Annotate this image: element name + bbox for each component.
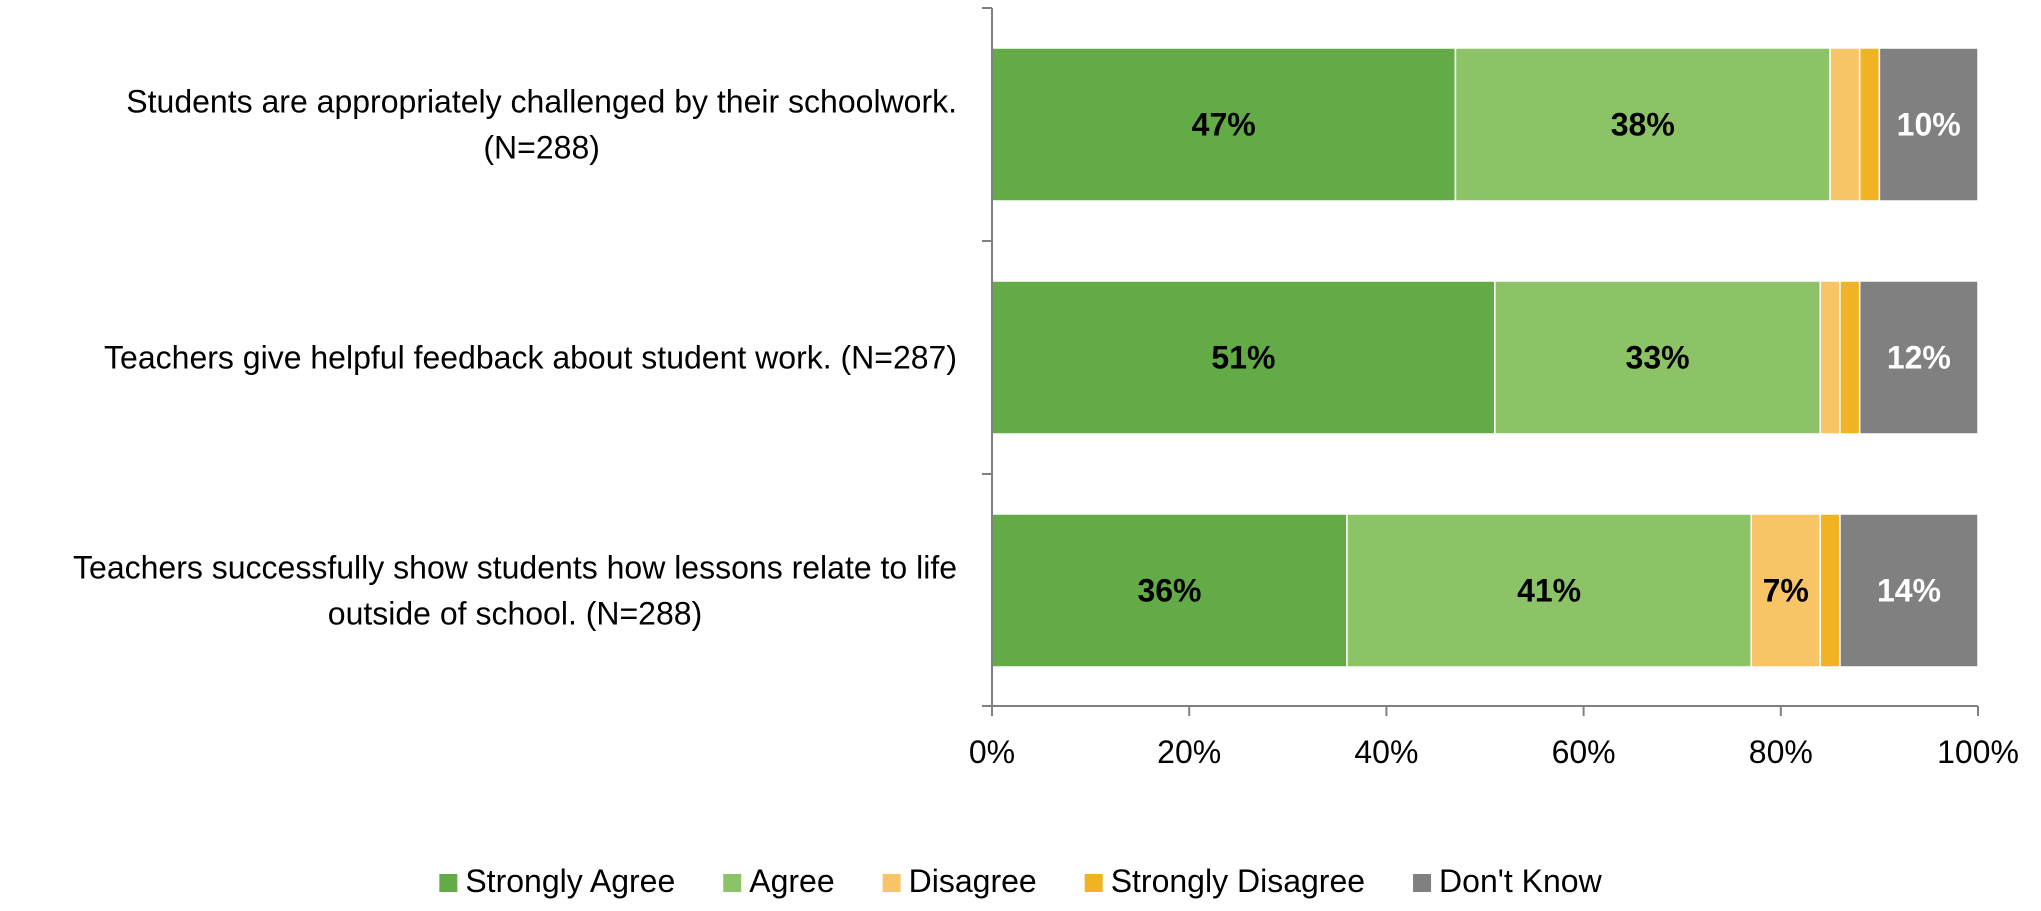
- bar-segment-4-1: [1858, 280, 1979, 435]
- legend-label-2: Disagree: [909, 863, 1037, 899]
- x-tick-label-2: 40%: [1354, 734, 1418, 770]
- category-labels-group: Students are appropriately challenged by…: [73, 84, 957, 632]
- bar-segment-3-1: [1839, 280, 1861, 435]
- data-label-4-2: 14%: [1877, 573, 1941, 609]
- legend-label-3: Strongly Disagree: [1111, 863, 1365, 899]
- bars-group: 47% 38% 10% 51% 33% 12% 36% 41% 7% 14%: [991, 47, 1979, 668]
- legend-swatch-3: [1084, 874, 1103, 892]
- x-tick-label-0: 0%: [969, 734, 1015, 770]
- legend-swatch-4: [1413, 874, 1432, 892]
- bar-segment-2-2: [1750, 513, 1821, 668]
- bar-segment-0-2: [991, 513, 1348, 668]
- category-label-2-line-1: outside of school. (N=288): [328, 596, 702, 632]
- legend: Strongly Agree Agree Disagree Strongly Disa…: [439, 863, 1603, 899]
- data-label-0-0: 47%: [1192, 107, 1256, 143]
- bar-segment-2-0: [1829, 47, 1861, 202]
- category-label-1-line-0: Teachers give helpful feedback about stu…: [104, 340, 957, 376]
- data-label-0-1: 51%: [1211, 340, 1275, 376]
- legend-swatch-1: [723, 874, 742, 892]
- legend-swatch-2: [882, 874, 901, 892]
- category-label-0-line-0: Students are appropriately challenged by…: [126, 84, 957, 120]
- bar-segment-1-0: [1454, 47, 1831, 202]
- legend-label-1: Agree: [749, 863, 834, 899]
- data-label-1-0: 38%: [1611, 107, 1675, 143]
- legend-label-4: Don't Know: [1439, 863, 1603, 899]
- bar-segment-4-0: [1878, 47, 1979, 202]
- bar-segment-3-0: [1858, 47, 1881, 202]
- data-label-1-2: 41%: [1517, 573, 1581, 609]
- data-label-0-2: 36%: [1137, 573, 1201, 609]
- bar-segment-4-2: [1839, 513, 1979, 668]
- data-label-4-0: 10%: [1897, 107, 1961, 143]
- bar-segment-1-2: [1346, 513, 1752, 668]
- bar-segment-3-2: [1819, 513, 1841, 668]
- bar-segment-2-1: [1819, 280, 1841, 435]
- data-label-2-2: 7%: [1763, 573, 1809, 609]
- tick-labels-group: 0% 20% 40% 60% 80% 100%: [969, 734, 2019, 770]
- data-label-1-1: 33%: [1626, 340, 1690, 376]
- x-tick-label-3: 60%: [1552, 734, 1616, 770]
- bar-segment-0-1: [991, 280, 1496, 435]
- category-label-0-line-1: (N=288): [483, 130, 600, 166]
- legend-label-0: Strongly Agree: [465, 863, 675, 899]
- x-tick-label-1: 20%: [1157, 734, 1221, 770]
- legend-swatch-0: [439, 874, 458, 892]
- data-label-4-1: 12%: [1887, 340, 1951, 376]
- x-tick-label-5: 100%: [1937, 734, 2019, 770]
- category-label-2-line-0: Teachers successfully show students how …: [73, 550, 957, 586]
- x-tick-label-4: 80%: [1749, 734, 1813, 770]
- axes-group: [982, 7, 1979, 716]
- bar-segment-0-0: [991, 47, 1457, 202]
- bar-segment-1-1: [1494, 280, 1821, 435]
